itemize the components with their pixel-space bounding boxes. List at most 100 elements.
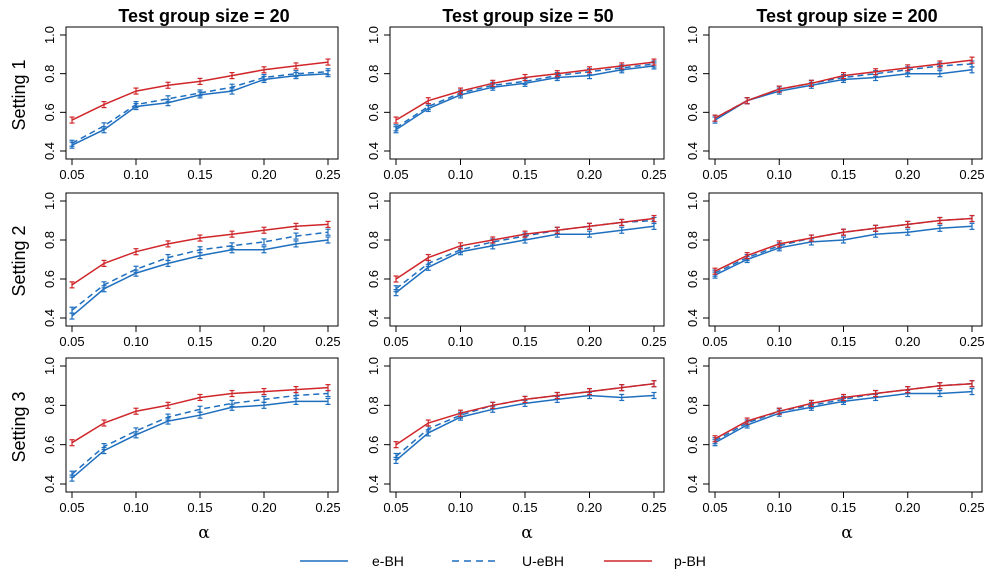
panel-r1-c3: 0.05 0.10 0.15 0.20 0.25 0.4 0.6 0.8 1.0 xyxy=(685,26,985,182)
panel-r2-c2: 0.05 0.10 0.15 0.20 0.25 0.4 0.6 0.8 1.0 xyxy=(366,192,667,349)
legend-label-p-bh: p-BH xyxy=(674,553,706,569)
x-tick-label: 0.05 xyxy=(59,167,84,182)
series-line-p-bh xyxy=(714,382,973,440)
y-tick-label: 1.0 xyxy=(42,26,57,44)
panels: 0.05 0.10 0.15 0.20 0.250.40.60.81.00.05 0.10… xyxy=(42,26,985,515)
series-line-u-ebh xyxy=(71,392,329,475)
x-tick-label: 0.05 xyxy=(59,500,84,515)
panel-r2-c1: 0.05 0.10 0.15 0.20 0.25 0.4 0.6 0.8 1.0 xyxy=(42,192,341,349)
plot-frame xyxy=(708,26,983,160)
x-tick-label: 0.25 xyxy=(959,500,984,515)
series-line-p-bh xyxy=(395,382,655,446)
x-tick-label: 0.05 xyxy=(383,500,408,515)
y-tick-label: 0.8 xyxy=(685,65,700,83)
x-tick-label: 0.15 xyxy=(512,167,537,182)
x-axis-label-3: α xyxy=(841,523,853,543)
y-tick-label: 0.6 xyxy=(685,270,700,288)
x-tick-label: 0.25 xyxy=(315,167,340,182)
x-axis-label-1: α xyxy=(198,523,210,543)
series-line-u-ebh xyxy=(714,382,973,442)
y-tick-label: 0.4 xyxy=(42,475,57,493)
plot-frame xyxy=(708,192,983,327)
x-tick-label: 0.10 xyxy=(448,334,473,349)
y-tick-label: 1.0 xyxy=(366,192,381,210)
y-tick-label: 0.6 xyxy=(366,436,381,454)
x-tick-label: 0.20 xyxy=(577,500,602,515)
x-tick-label: 0.25 xyxy=(641,500,666,515)
column-title-2: Test group size = 50 xyxy=(442,6,613,26)
y-tick-label: 0.6 xyxy=(42,436,57,454)
x-tick-label: 0.05 xyxy=(383,334,408,349)
x-tick-label: 0.25 xyxy=(959,334,984,349)
x-tick-label: 0.20 xyxy=(895,500,920,515)
y-tick-label: 0.6 xyxy=(42,103,57,121)
series-line-p-bh xyxy=(395,217,655,280)
x-tick-label: 0.25 xyxy=(959,167,984,182)
plot-frame xyxy=(65,192,339,327)
series-line-u-ebh xyxy=(395,63,655,129)
y-tick-label: 0.4 xyxy=(685,309,700,327)
y-tick-label: 1.0 xyxy=(366,26,381,44)
column-titles: Test group size = 20 Test group size = 5… xyxy=(118,6,937,26)
panel-r3-c2: 0.05 0.10 0.15 0.20 0.25 0.4 0.6 0.8 1.0 xyxy=(366,357,667,515)
series-line-u-ebh xyxy=(395,382,655,458)
plot-frame xyxy=(389,357,665,493)
y-tick-label: 0.6 xyxy=(42,270,57,288)
y-tick-label: 1.0 xyxy=(42,357,57,375)
y-tick-label: 1.0 xyxy=(685,357,700,375)
x-tick-label: 0.10 xyxy=(448,167,473,182)
x-tick-label: 0.25 xyxy=(641,167,666,182)
plot-frame xyxy=(389,192,665,327)
legend: e-BH U-eBH p-BH xyxy=(300,553,706,569)
x-tick-label: 0.20 xyxy=(577,167,602,182)
y-tick-label: 0.4 xyxy=(42,309,57,327)
x-tick-label: 0.20 xyxy=(895,167,920,182)
y-tick-label: 0.4 xyxy=(685,475,700,493)
y-tick-label: 0.8 xyxy=(42,65,57,83)
series-line-p-bh xyxy=(714,217,973,272)
row-label-3: Setting 3 xyxy=(9,391,29,462)
panel-r2-c3: 0.05 0.10 0.15 0.20 0.25 0.4 0.6 0.8 1.0 xyxy=(685,192,985,349)
x-tick-label: 0.15 xyxy=(512,500,537,515)
y-tick-label: 0.6 xyxy=(685,436,700,454)
x-tick-label: 0.10 xyxy=(123,334,148,349)
series-line-p-bh xyxy=(714,59,973,119)
y-tick-label: 0.8 xyxy=(685,231,700,249)
x-tick-label: 0.05 xyxy=(702,334,727,349)
x-tick-label: 0.15 xyxy=(187,334,212,349)
y-tick-label: 0.4 xyxy=(366,475,381,493)
x-tick-label: 0.15 xyxy=(831,334,856,349)
plot-frame xyxy=(65,357,339,493)
x-tick-label: 0.15 xyxy=(187,500,212,515)
column-title-3: Test group size = 200 xyxy=(756,6,937,26)
x-axis-labels: α α α xyxy=(198,523,853,543)
series-line-u-ebh xyxy=(71,231,329,311)
y-tick-label: 1.0 xyxy=(366,357,381,375)
column-title-1: Test group size = 20 xyxy=(118,6,289,26)
x-tick-label: 0.20 xyxy=(577,334,602,349)
y-tick-label: 0.8 xyxy=(366,396,381,414)
x-tick-label: 0.10 xyxy=(767,334,792,349)
y-tick-label: 0.8 xyxy=(685,396,700,414)
x-tick-label: 0.10 xyxy=(767,167,792,182)
x-tick-label: 0.20 xyxy=(251,334,276,349)
x-tick-label: 0.10 xyxy=(767,500,792,515)
x-tick-label: 0.05 xyxy=(383,167,408,182)
row-labels: Setting 1 Setting 2 Setting 3 xyxy=(9,59,29,462)
x-tick-label: 0.25 xyxy=(315,500,340,515)
legend-label-e-bh: e-BH xyxy=(372,553,404,569)
row-label-1: Setting 1 xyxy=(9,59,29,130)
y-tick-label: 1.0 xyxy=(685,192,700,210)
x-tick-label: 0.05 xyxy=(59,334,84,349)
x-tick-label: 0.25 xyxy=(315,334,340,349)
x-tick-label: 0.20 xyxy=(895,334,920,349)
plot-frame xyxy=(65,26,339,160)
y-tick-label: 0.4 xyxy=(366,309,381,327)
x-tick-label: 0.05 xyxy=(702,500,727,515)
row-label-2: Setting 2 xyxy=(9,225,29,296)
x-tick-label: 0.10 xyxy=(123,500,148,515)
y-tick-label: 0.4 xyxy=(42,142,57,160)
plot-frame xyxy=(389,26,665,160)
x-tick-label: 0.10 xyxy=(123,167,148,182)
